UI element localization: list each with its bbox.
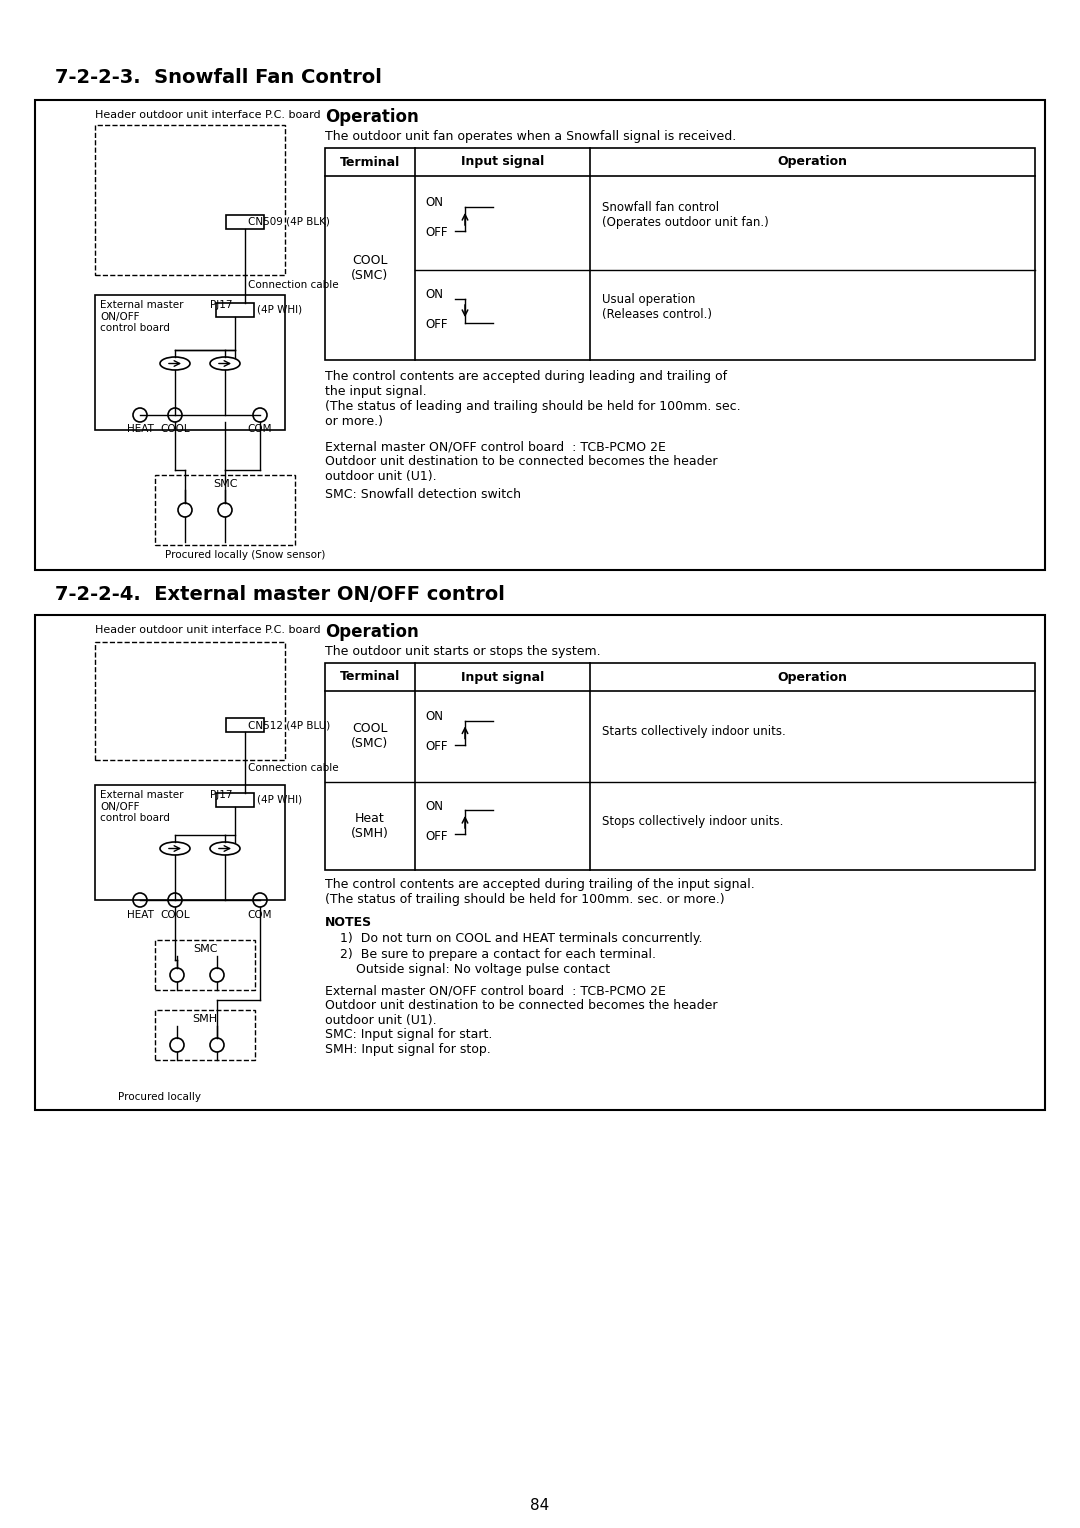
Text: Connection cable: Connection cable (248, 762, 339, 773)
Bar (95, 125, 285, 275)
Bar (216, 303, 254, 316)
Bar (156, 940, 255, 990)
Text: SMC: Input signal for start.
SMH: Input signal for stop.: SMC: Input signal for start. SMH: Input … (325, 1028, 492, 1056)
Bar (95, 642, 285, 759)
Text: (4P WHI): (4P WHI) (257, 795, 302, 805)
Text: Input signal: Input signal (461, 156, 544, 168)
Text: The outdoor unit starts or stops the system.: The outdoor unit starts or stops the sys… (325, 645, 600, 659)
Text: Outdoor unit destination to be connected becomes the header
outdoor unit (U1).: Outdoor unit destination to be connected… (325, 455, 717, 483)
Text: External master ON/OFF control board  : TCB-PCMO 2E: External master ON/OFF control board : T… (325, 440, 666, 452)
Text: 1)  Do not turn on COOL and HEAT terminals concurrently.: 1) Do not turn on COOL and HEAT terminal… (340, 932, 702, 944)
Text: PJ17: PJ17 (210, 299, 232, 310)
Bar (226, 215, 264, 229)
Text: SMC: SMC (192, 944, 217, 953)
Text: ON: ON (426, 799, 443, 813)
Text: External master ON/OFF control board  : TCB-PCMO 2E: External master ON/OFF control board : T… (325, 984, 666, 996)
Text: Terminal: Terminal (340, 671, 400, 683)
Text: Starts collectively indoor units.: Starts collectively indoor units. (602, 724, 786, 738)
Text: HEAT: HEAT (126, 911, 153, 920)
Text: COOL
(SMC): COOL (SMC) (351, 723, 389, 750)
Text: OFF: OFF (426, 226, 447, 240)
Text: COOL: COOL (160, 911, 190, 920)
Text: Outdoor unit destination to be connected becomes the header
outdoor unit (U1).: Outdoor unit destination to be connected… (325, 999, 717, 1027)
Text: OFF: OFF (426, 740, 447, 753)
Bar (325, 148, 1035, 361)
Text: Connection cable: Connection cable (248, 280, 339, 290)
Bar (156, 475, 295, 545)
Text: Heat
(SMH): Heat (SMH) (351, 811, 389, 840)
Text: 2)  Be sure to prepare a contact for each terminal.
    Outside signal: No volta: 2) Be sure to prepare a contact for each… (340, 947, 656, 976)
Text: CN512 (4P BLU): CN512 (4P BLU) (248, 720, 330, 730)
Text: PJ17: PJ17 (210, 790, 232, 801)
Bar (156, 1010, 255, 1060)
Text: SMC: Snowfall detection switch: SMC: Snowfall detection switch (325, 487, 521, 501)
Text: NOTES: NOTES (325, 915, 373, 929)
Text: COOL: COOL (160, 423, 190, 434)
Text: Usual operation
(Releases control.): Usual operation (Releases control.) (602, 293, 712, 321)
Bar (35, 99, 1045, 570)
Text: Operation: Operation (325, 623, 419, 642)
Text: Operation: Operation (778, 671, 848, 683)
Text: Header outdoor unit interface P.C. board: Header outdoor unit interface P.C. board (95, 110, 321, 121)
Text: Operation: Operation (325, 108, 419, 125)
Text: ON: ON (426, 711, 443, 723)
Text: Operation: Operation (778, 156, 848, 168)
Text: Header outdoor unit interface P.C. board: Header outdoor unit interface P.C. board (95, 625, 321, 636)
Text: OFF: OFF (426, 830, 447, 842)
Text: 7-2-2-4.  External master ON/OFF control: 7-2-2-4. External master ON/OFF control (55, 585, 504, 604)
Text: ON: ON (426, 289, 443, 301)
Text: (4P WHI): (4P WHI) (257, 306, 302, 315)
Text: External master
ON/OFF
control board: External master ON/OFF control board (100, 790, 184, 824)
Text: The control contents are accepted during leading and trailing of
the input signa: The control contents are accepted during… (325, 370, 741, 428)
Text: SMH: SMH (192, 1015, 217, 1024)
Text: Input signal: Input signal (461, 671, 544, 683)
Text: SMC: SMC (213, 478, 238, 489)
Text: 7-2-2-3.  Snowfall Fan Control: 7-2-2-3. Snowfall Fan Control (55, 69, 382, 87)
Bar (226, 718, 264, 732)
Text: CN509 (4P BLK): CN509 (4P BLK) (248, 217, 329, 228)
Text: The control contents are accepted during trailing of the input signal.
(The stat: The control contents are accepted during… (325, 879, 755, 906)
Bar (95, 785, 285, 900)
Text: ON: ON (426, 197, 443, 209)
Text: COM: COM (247, 911, 272, 920)
Text: OFF: OFF (426, 318, 447, 332)
Text: COOL
(SMC): COOL (SMC) (351, 254, 389, 283)
Bar (95, 295, 285, 429)
Text: HEAT: HEAT (126, 423, 153, 434)
Text: External master
ON/OFF
control board: External master ON/OFF control board (100, 299, 184, 333)
Bar (35, 614, 1045, 1109)
Text: Procured locally: Procured locally (119, 1093, 202, 1102)
Text: Stops collectively indoor units.: Stops collectively indoor units. (602, 814, 783, 828)
Text: The outdoor unit fan operates when a Snowfall signal is received.: The outdoor unit fan operates when a Sno… (325, 130, 737, 144)
Text: COM: COM (247, 423, 272, 434)
Bar (216, 793, 254, 807)
Text: 84: 84 (530, 1497, 550, 1513)
Text: Snowfall fan control
(Operates outdoor unit fan.): Snowfall fan control (Operates outdoor u… (602, 202, 769, 229)
Text: Procured locally (Snow sensor): Procured locally (Snow sensor) (165, 550, 325, 559)
Bar (325, 663, 1035, 869)
Text: Terminal: Terminal (340, 156, 400, 168)
